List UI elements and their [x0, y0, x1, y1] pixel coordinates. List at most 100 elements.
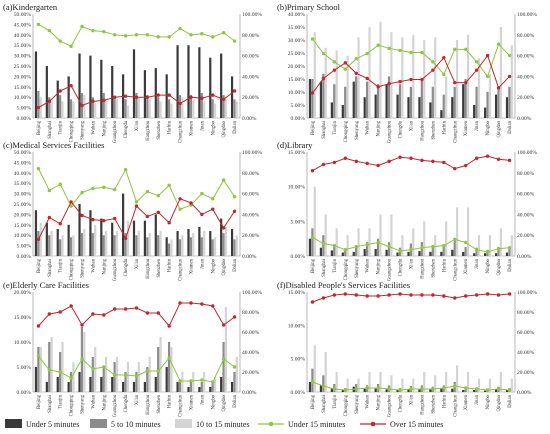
- x-tick-label: Shenyang: [81, 394, 86, 414]
- x-tick-label: Jinan: [200, 394, 205, 405]
- y2-tick-label: 80.00%: [242, 171, 260, 177]
- bar: [198, 226, 201, 256]
- series-point: [453, 237, 457, 242]
- y-tick-label: 45.00%: [14, 22, 32, 28]
- bar: [390, 214, 393, 256]
- bar: [346, 378, 349, 392]
- y-tick-label: 30.00%: [288, 38, 306, 44]
- series-point: [431, 159, 435, 164]
- series-point: [200, 191, 204, 196]
- bar: [159, 101, 162, 118]
- x-tick-label: Jinan: [475, 258, 480, 269]
- panel-title: (a)Kindergarten: [3, 2, 58, 12]
- legend-label: Under 5 minutes: [26, 420, 79, 429]
- x-tick-label: Tianjin: [333, 258, 338, 272]
- series-point: [453, 166, 457, 171]
- bar: [178, 239, 182, 256]
- series-point: [102, 98, 106, 103]
- x-tick-label: Guangzhou: [113, 394, 118, 417]
- series-point: [431, 244, 435, 249]
- series-point: [58, 39, 62, 43]
- series-point: [80, 213, 84, 218]
- bar: [330, 102, 333, 118]
- bar: [499, 372, 502, 392]
- bar: [224, 226, 228, 256]
- bar: [178, 382, 182, 392]
- series-point: [156, 369, 160, 373]
- bar: [135, 93, 138, 118]
- bar: [434, 375, 437, 392]
- bar: [235, 357, 238, 392]
- bar: [368, 372, 371, 392]
- bar: [230, 382, 234, 392]
- series-point: [387, 244, 391, 249]
- x-tick-label: Guangzhou: [113, 258, 118, 281]
- chart-panel-5: (e)Elderly Care Facilities 0.00% 5.00% 10.0…: [3, 280, 262, 417]
- series-point: [69, 84, 73, 88]
- series-point: [200, 32, 204, 36]
- series-point: [464, 47, 468, 52]
- x-tick-label: Chengdu: [124, 394, 129, 412]
- bar: [324, 214, 327, 256]
- bar: [466, 34, 470, 118]
- series-point: [113, 33, 117, 37]
- y-tick-label: 0.00%: [291, 390, 306, 396]
- x-tick-label: Dalian: [233, 120, 238, 133]
- series-point: [420, 387, 424, 391]
- series-point: [376, 386, 380, 390]
- series-point: [232, 39, 237, 43]
- series-point: [178, 301, 182, 305]
- series-point: [36, 105, 41, 110]
- y2-tick-label: 60.00%: [517, 330, 535, 336]
- x-tick-label: Jinan: [475, 120, 480, 131]
- bar: [494, 94, 498, 118]
- y-tick-label: 25.00%: [288, 51, 306, 57]
- bar: [322, 375, 325, 392]
- bar: [39, 347, 42, 392]
- series-point: [167, 183, 171, 187]
- series-point: [431, 387, 435, 391]
- bar: [105, 99, 108, 118]
- x-tick-label: Qingdao: [497, 120, 502, 137]
- series-point: [200, 212, 204, 217]
- bar: [39, 97, 42, 118]
- bar: [401, 235, 404, 256]
- bar: [322, 235, 325, 256]
- bar: [34, 210, 38, 256]
- series-point: [69, 304, 73, 308]
- series-point: [178, 197, 182, 201]
- bar: [510, 45, 513, 119]
- bar: [477, 235, 481, 256]
- x-tick-label: Wuhan: [366, 258, 371, 272]
- bar: [442, 94, 445, 118]
- series-point: [200, 96, 204, 100]
- bar: [344, 249, 347, 256]
- series-point: [376, 43, 380, 47]
- y-tick-label: 15.00%: [288, 290, 306, 296]
- series-point: [354, 71, 358, 75]
- legend-marker: [268, 421, 274, 427]
- bar: [486, 92, 489, 118]
- y2-tick-label: 100.00%: [242, 290, 262, 296]
- y2-tick-label: 80.00%: [517, 310, 535, 316]
- x-tick-label: Qingdao: [222, 394, 227, 411]
- series-point: [474, 68, 479, 72]
- bar: [91, 357, 94, 392]
- bar: [111, 222, 114, 256]
- chart-panel-1: (a)Kindergarten 0.00% 5.00% 10.00% 15.00% 20.…: [3, 2, 262, 143]
- series-point: [496, 293, 501, 297]
- bar: [159, 231, 162, 256]
- bar: [50, 337, 53, 392]
- x-tick-label: Dalian: [508, 394, 513, 407]
- series-point: [343, 61, 348, 65]
- y2-tick-label: 80.00%: [517, 171, 535, 177]
- bar: [313, 186, 316, 256]
- y-tick-label: 10.00%: [288, 185, 306, 191]
- bar: [352, 81, 355, 118]
- bar: [124, 372, 127, 392]
- bar: [363, 97, 366, 118]
- y2-tick-label: 20.00%: [242, 370, 260, 376]
- series-point: [496, 247, 501, 251]
- x-tick-label: Hangzhou: [420, 120, 425, 140]
- x-tick-label: Xiamen: [464, 258, 469, 274]
